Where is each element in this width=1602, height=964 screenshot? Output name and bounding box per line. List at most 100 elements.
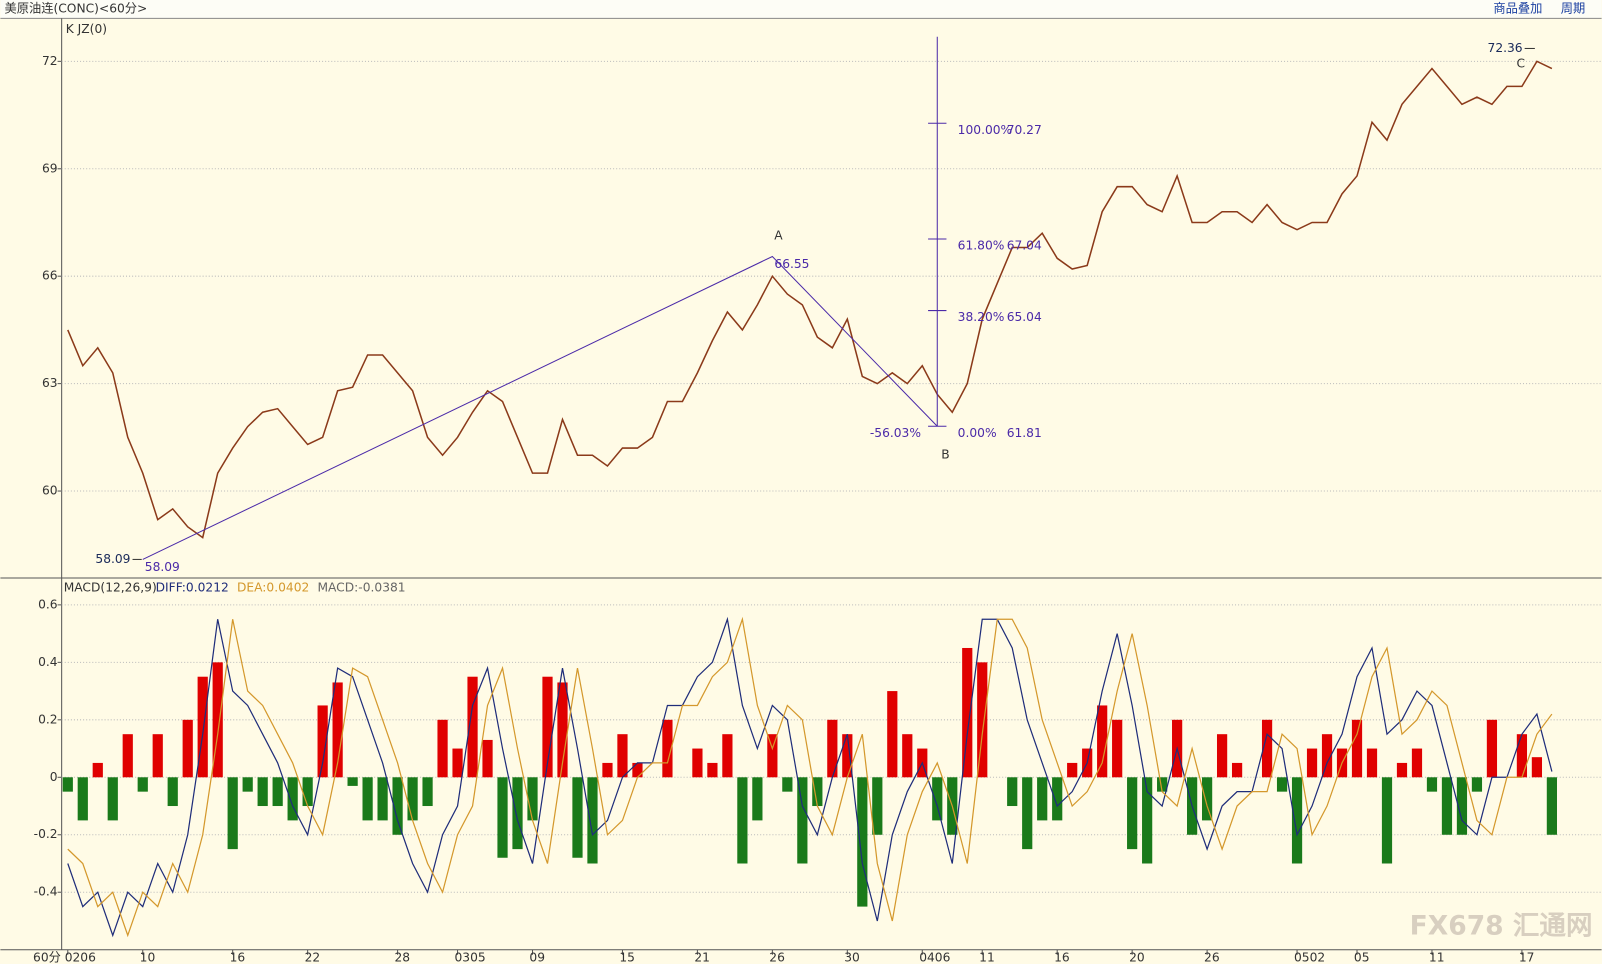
macd-bar — [392, 777, 403, 835]
x-tick-label: 20 — [1129, 950, 1145, 964]
macd-bar — [587, 777, 598, 864]
macd-bar — [542, 676, 553, 778]
macd-bar — [422, 777, 433, 807]
watermark: FX678 汇通网 — [1410, 911, 1593, 942]
macd-bar — [1007, 777, 1018, 807]
x-tick-label: 16 — [230, 950, 246, 964]
fib-pct: 38.20% — [958, 310, 1005, 324]
macd-bar — [1097, 705, 1108, 778]
macd-bar — [212, 662, 223, 778]
macd-bar — [1216, 734, 1228, 778]
high-value-label: 72.36 — [1488, 41, 1523, 55]
x-tick-label: 22 — [305, 950, 321, 964]
macd-bar — [1067, 762, 1078, 778]
macd-bar — [1037, 777, 1048, 821]
wave-line — [142, 255, 938, 560]
x-tick-label: 0502 — [1294, 950, 1325, 964]
legend-entry: MACD:-0.0381 — [317, 581, 405, 595]
x-tick-label: 0406 — [919, 950, 950, 964]
macd-bar — [722, 734, 733, 778]
macd-bar — [452, 748, 463, 778]
macd-bar — [77, 777, 88, 821]
x-tick-label: 26 — [769, 950, 785, 964]
macd-bar — [62, 777, 73, 792]
wave-value-label: 66.55 — [774, 257, 809, 271]
y-tick-label: 63 — [42, 376, 58, 390]
macd-bar — [572, 777, 583, 858]
y-tick-label: 60 — [42, 484, 58, 498]
fib-value: 67.04 — [1007, 239, 1042, 253]
macd-bar — [527, 777, 538, 821]
price-line — [67, 60, 1553, 539]
overlay-button[interactable]: 商品叠加 — [1493, 1, 1542, 16]
macd-bar — [1351, 719, 1363, 778]
legend-entry: DEA:0.0402 — [237, 581, 309, 595]
macd-bar — [707, 762, 718, 778]
x-tick-label: 16 — [1054, 950, 1070, 964]
macd-line — [67, 616, 1553, 938]
y-tick-label: 0 — [50, 770, 58, 784]
start-value-label: 58.09 — [145, 560, 180, 574]
macd-bar — [197, 676, 208, 778]
y-tick-label: 66 — [42, 269, 58, 283]
macd-bar — [1321, 734, 1333, 778]
y-tick-label: 0.2 — [38, 712, 57, 726]
period-label: 60分 — [33, 950, 61, 964]
y-tick-label: 72 — [42, 54, 58, 68]
macd-bar — [152, 734, 163, 778]
macd-bar — [827, 719, 838, 778]
macd-bar — [242, 777, 253, 792]
window-title: 美原油连(CONC)<60分> — [4, 1, 147, 16]
x-tick-label: 28 — [395, 950, 411, 964]
macd-bar — [317, 705, 328, 778]
fib-value: 70.27 — [1007, 123, 1042, 137]
macd-bar — [347, 777, 358, 786]
macd-bar — [1471, 777, 1483, 792]
macd-bar — [1396, 762, 1408, 778]
macd-bar — [497, 777, 508, 858]
macd-bar — [1546, 777, 1558, 835]
x-tick-label: 11 — [1429, 950, 1445, 964]
macd-bar — [632, 762, 643, 778]
fib-pct: 0.00% — [958, 426, 997, 440]
fib-value: 65.04 — [1007, 310, 1042, 324]
macd-bar — [1366, 748, 1378, 778]
retrace-label: -56.03% — [870, 426, 921, 440]
y-tick-label: -0.2 — [34, 827, 58, 841]
x-tick-label: 05 — [1354, 950, 1370, 964]
x-tick-label: 10 — [140, 950, 156, 964]
macd-bar — [857, 777, 868, 907]
macd-bar — [362, 777, 373, 821]
macd-bar — [1142, 777, 1153, 864]
fib-value: 61.81 — [1007, 426, 1042, 440]
x-tick-label: 09 — [529, 950, 545, 964]
macd-bar — [1456, 777, 1468, 835]
top-bar — [0, 0, 1602, 19]
x-tick-label: 11 — [979, 950, 995, 964]
macd-bar — [92, 762, 103, 778]
macd-bar — [932, 777, 943, 821]
period-button[interactable]: 周期 — [1561, 2, 1586, 16]
x-tick-label: 21 — [694, 950, 710, 964]
wave-label: A — [774, 229, 783, 243]
macd-bar — [842, 734, 853, 778]
macd-bar — [227, 777, 238, 850]
fib-pct: 61.80% — [958, 239, 1005, 253]
macd-bar — [557, 682, 568, 778]
macd-bar — [332, 682, 343, 778]
indicator-label: K JZ(0) — [66, 22, 107, 36]
macd-bar — [287, 777, 298, 821]
macd-bar — [662, 719, 673, 778]
macd-bar — [767, 734, 778, 778]
macd-bar — [1052, 777, 1063, 821]
macd-bar — [137, 777, 148, 792]
macd-bar — [1127, 777, 1138, 850]
macd-bar — [962, 647, 973, 778]
macd-bar — [512, 777, 523, 850]
macd-bar — [182, 719, 193, 778]
macd-bar — [902, 734, 913, 778]
macd-bar — [782, 777, 793, 792]
x-tick-label: 0206 — [65, 950, 96, 964]
macd-bar — [887, 691, 898, 778]
